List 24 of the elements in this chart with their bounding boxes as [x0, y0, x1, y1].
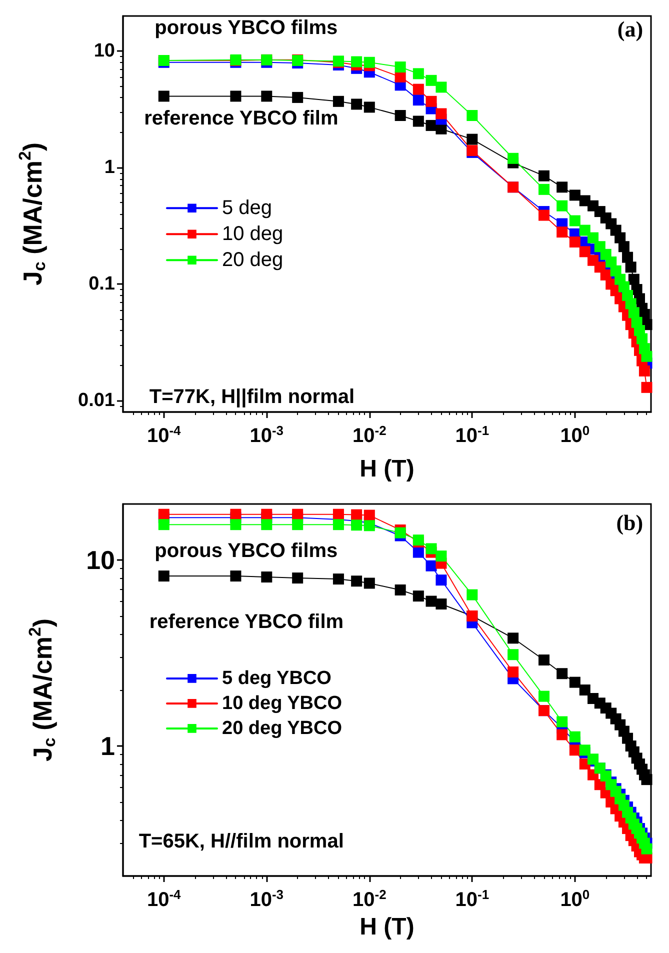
annotation: (b) — [616, 510, 644, 535]
annotation: (a) — [617, 16, 644, 42]
y-tick-label: 10 — [86, 544, 115, 575]
annotation: porous YBCO films — [154, 540, 338, 562]
y-tick-label: 10 — [94, 40, 115, 62]
annotation: T=65K, H//film normal — [138, 830, 344, 852]
annotation: reference YBCO film — [144, 108, 338, 130]
legend-label: 10 deg YBCO — [222, 692, 342, 714]
y-tick-label: 0.1 — [88, 274, 116, 295]
y-tick-label: 0.01 — [78, 390, 116, 412]
x-axis-title: H (T) — [360, 913, 414, 940]
y-axis-title: Jc (MA/cm2) — [16, 142, 49, 286]
annotation: porous YBCO films — [154, 17, 338, 40]
legend-label: 20 deg YBCO — [222, 718, 342, 739]
annotation: reference YBCO film — [149, 610, 344, 633]
y-axis-title: Jc (MA/cm2) — [26, 618, 59, 762]
y-tick-label: 1 — [100, 730, 115, 761]
annotation: T=77K, H||film normal — [149, 386, 355, 408]
legend-label: 5 deg — [222, 197, 272, 220]
legend-label: 10 deg — [222, 223, 284, 246]
legend-label: 5 deg YBCO — [222, 668, 332, 689]
y-tick-label: 1 — [104, 157, 116, 178]
x-axis-title: H (T) — [360, 456, 414, 482]
legend-label: 20 deg — [222, 249, 284, 272]
